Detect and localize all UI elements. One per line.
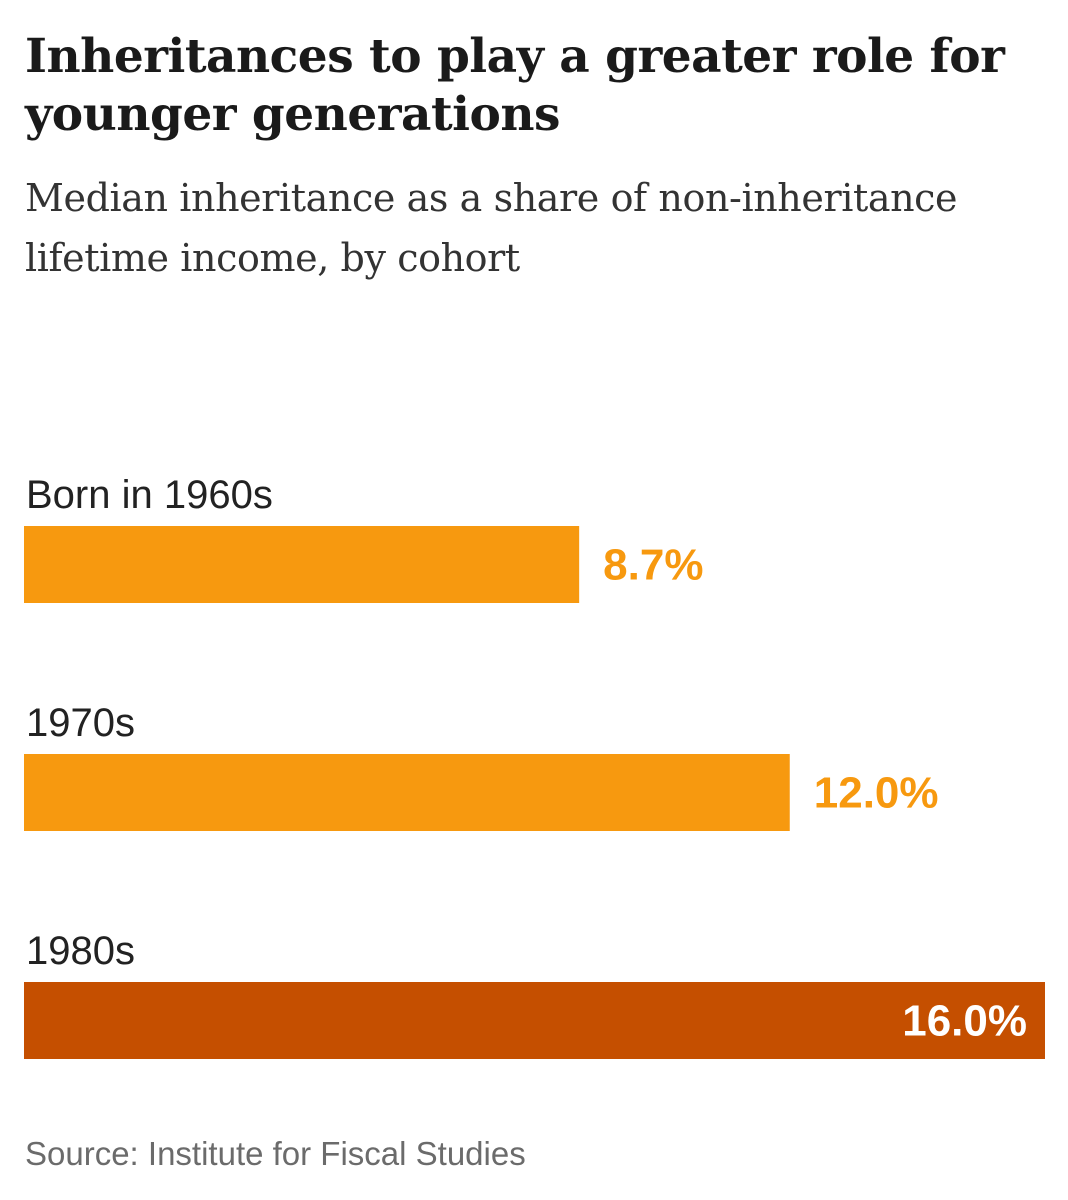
category-label: 1970s [26, 701, 135, 745]
bar-chart: Born in 1960s 8.7% 1970s 12.0% 1980s 16.0% [24, 473, 1045, 1059]
chart-subtitle: Median inheritance as a share of non-inh… [25, 176, 958, 280]
value-label: 16.0% [902, 997, 1027, 1046]
category-label: 1980s [26, 929, 135, 973]
source-note: Source: Institute for Fiscal Studies [25, 1135, 526, 1172]
value-label: 12.0% [814, 769, 939, 818]
bar [24, 526, 580, 603]
category-label: Born in 1960s [26, 473, 273, 517]
bar [24, 754, 790, 831]
bar [24, 982, 1045, 1059]
value-label: 8.7% [603, 541, 703, 590]
chart-title: Inheritances to play a greater role for … [25, 29, 1005, 142]
